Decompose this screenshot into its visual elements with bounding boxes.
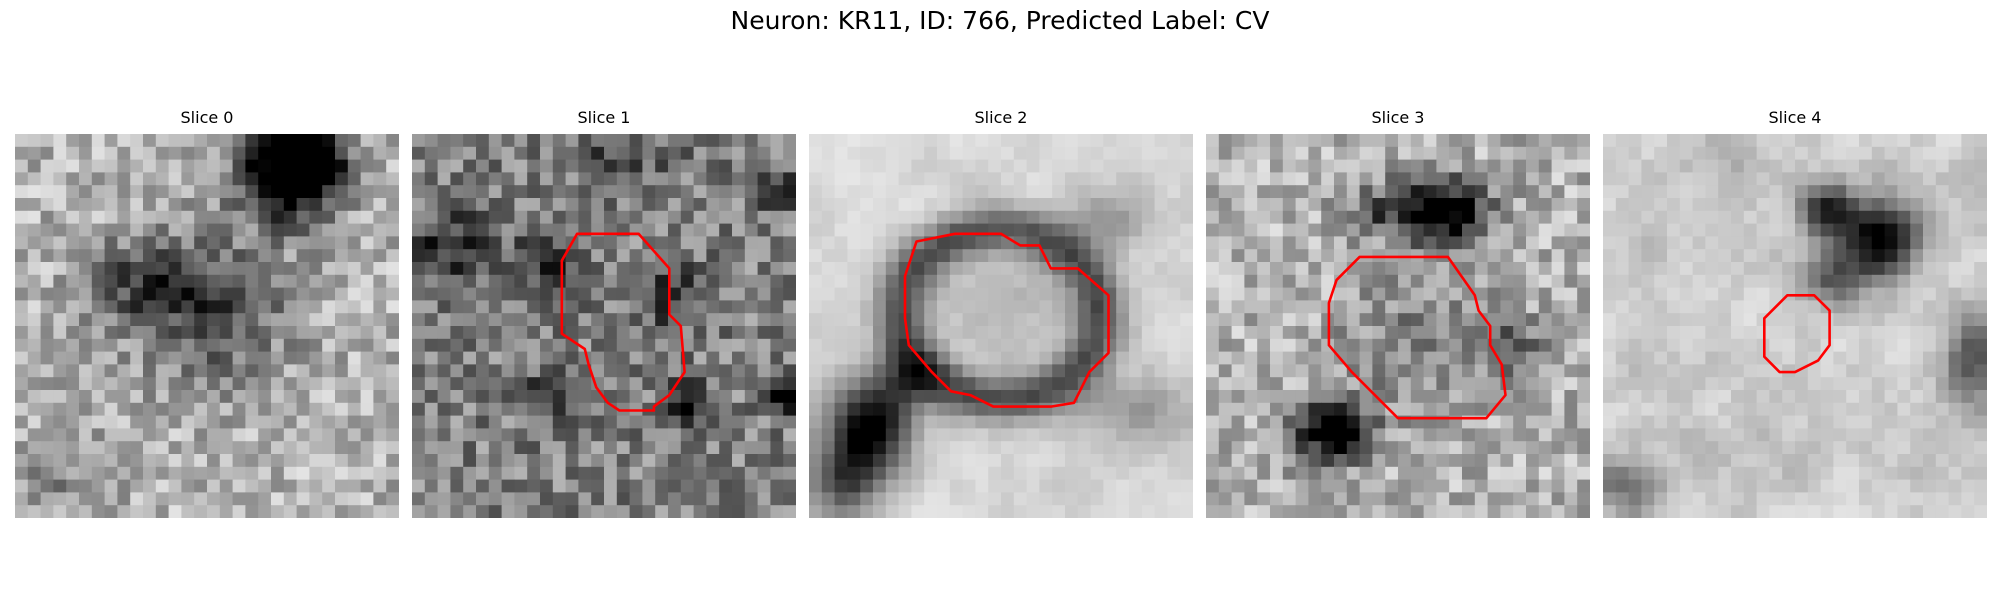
roi-outline xyxy=(560,232,686,412)
slice-image-0 xyxy=(15,134,399,518)
slice-image-4 xyxy=(1603,134,1987,518)
figure-title: Neuron: KR11, ID: 766, Predicted Label: … xyxy=(730,6,1270,35)
slice-image-1 xyxy=(412,134,796,518)
slice-panel-3: Slice 3 xyxy=(1206,108,1590,518)
slice-title-1: Slice 1 xyxy=(577,108,631,127)
slice-title-3: Slice 3 xyxy=(1371,108,1425,127)
roi-outline xyxy=(1763,294,1831,374)
slice-panel-2: Slice 2 xyxy=(809,108,1193,518)
slice-title-0: Slice 0 xyxy=(180,108,234,127)
slice-panel-0: Slice 0 xyxy=(15,108,399,518)
slice-panel-1: Slice 1 xyxy=(412,108,796,518)
slice-title-4: Slice 4 xyxy=(1768,108,1822,127)
roi-outline xyxy=(1327,255,1507,420)
roi-outline xyxy=(903,232,1110,408)
slice-title-2: Slice 2 xyxy=(974,108,1028,127)
slice-image-3 xyxy=(1206,134,1590,518)
slice-image-2 xyxy=(809,134,1193,518)
slice-panel-4: Slice 4 xyxy=(1603,108,1987,518)
